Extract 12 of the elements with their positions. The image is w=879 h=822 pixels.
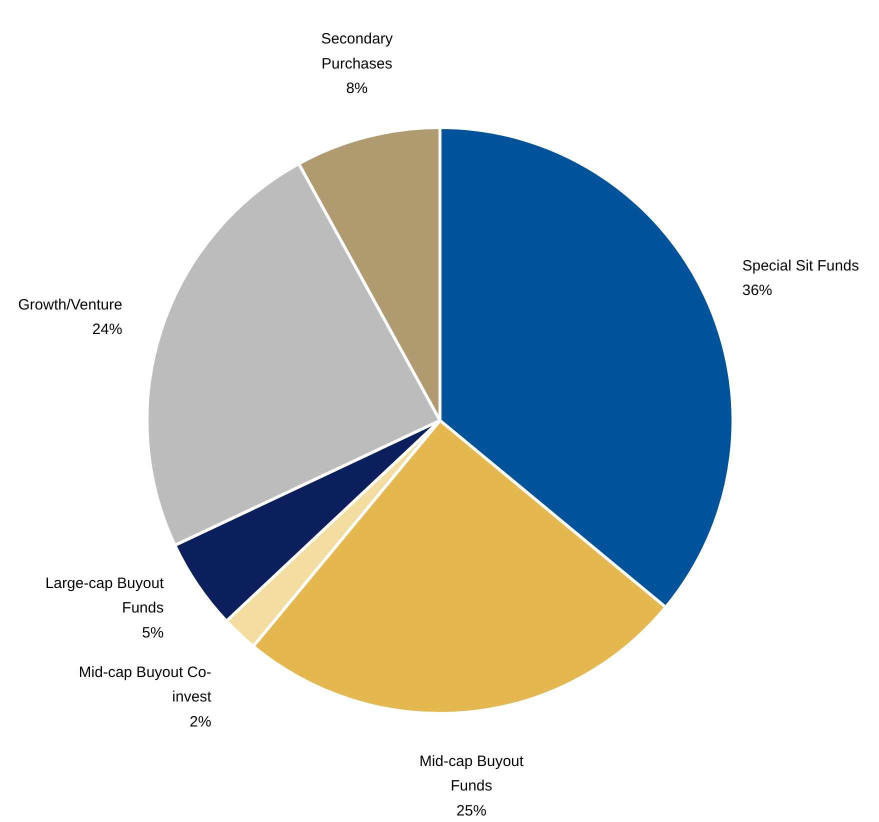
slice-label: Special Sit Funds	[742, 257, 859, 274]
slice-label: Mid-cap Buyout Co- invest	[78, 664, 212, 706]
data-label: 8%	[346, 80, 368, 97]
data-label: 5%	[142, 624, 164, 642]
slice-label: Growth/Venture	[18, 296, 122, 314]
slice-label: Secondary Purchases	[321, 30, 394, 72]
data-label: 36%	[742, 282, 772, 300]
data-label: 24%	[92, 321, 122, 338]
data-label: 2%	[190, 713, 212, 730]
data-label: 25%	[456, 802, 486, 820]
slice-label: Mid-cap Buyout Funds	[419, 753, 524, 795]
slice-label: Large-cap Buyout Funds	[45, 575, 165, 617]
